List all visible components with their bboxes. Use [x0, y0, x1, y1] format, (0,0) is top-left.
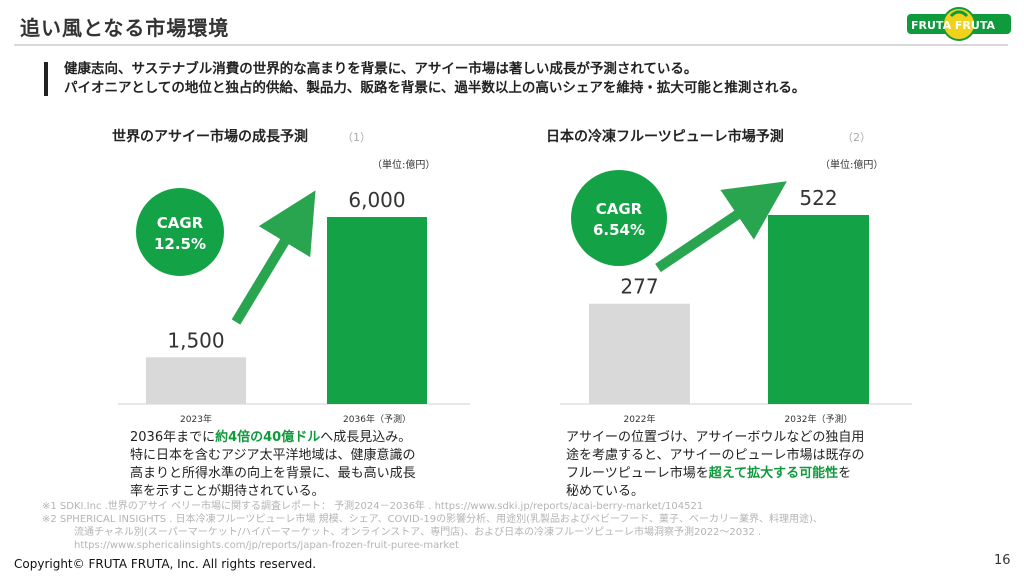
bar-value-label: 522	[799, 186, 837, 210]
footnote-2-cont: 流通チャネル別(スーパーマーケット/ハイパーマーケット、オンラインストア、専門店…	[74, 527, 762, 538]
chart-japan-puree: 277 2022年 522 2032年（予測） CAGR 6.54%	[560, 170, 912, 425]
right-desc-line2: 途を考慮すると、アサイーのピューレ市場は既存の	[566, 448, 865, 463]
left-desc-line4: 率を示すことが期待されている。	[130, 484, 325, 499]
bar-2	[327, 217, 427, 404]
left-desc-line2: 特に日本を含むアジア太平洋地域は、健康意識の	[130, 448, 416, 463]
x-tick-label: 2022年	[624, 413, 656, 425]
footnote-1: ※1 SDKI.Inc .世界のアサイ ベリー市場に関する調査レポート： 予測2…	[42, 501, 704, 512]
x-tick-label: 2032年（予測）	[785, 413, 853, 425]
lead-accent-bar	[44, 62, 48, 96]
lead-text: 健康志向、サステナブル消費の世界的な高まりを背景に、アサイー市場は著しい成長が予…	[64, 60, 805, 98]
copyright: Copyright© FRUTA FRUTA, Inc. All rights …	[14, 557, 317, 571]
right-desc-line4: 秘めている。	[566, 484, 645, 499]
chart-title-japan: 日本の冷凍フルーツピューレ市場予測	[546, 129, 784, 145]
chart-world-acai: 1,500 2023年 6,000 2036年（予測） CAGR 12.5%	[118, 188, 470, 425]
left-desc-pre: 2036年までに	[130, 430, 216, 445]
logo-text: FRUTA FRUTA	[911, 19, 995, 32]
cagr-label: CAGR	[157, 214, 204, 232]
lead-line-1: 健康志向、サステナブル消費の世界的な高まりを背景に、アサイー市場は著しい成長が予…	[64, 61, 698, 77]
right-desc-line1: アサイーの位置づけ、アサイーボウルなどの独自用	[566, 430, 865, 445]
left-desc-post: へ成長見込み。	[320, 430, 412, 445]
bar-2	[768, 215, 869, 404]
bar-value-label: 277	[620, 275, 658, 299]
left-description: 2036年までに約4倍の40億ドルへ成長見込み。 特に日本を含むアジア太平洋地域…	[130, 429, 416, 501]
page-title: 追い風となる市場環境	[20, 16, 230, 40]
chart-note-world: （1）	[342, 131, 371, 144]
chart-title-world: 世界のアサイー市場の成長予測	[112, 129, 308, 145]
bar-1	[146, 357, 246, 404]
cagr-circle	[136, 188, 224, 276]
cagr-circle	[571, 170, 667, 266]
left-desc-line3: 高まりと所得水準の向上を背景に、最も高い成長	[130, 466, 416, 481]
growth-arrow	[231, 190, 316, 325]
unit-label-world: （単位:億円）	[372, 160, 436, 171]
footnote-2: ※2 SPHERICAL INSIGHTS . 日本冷凍フルーツピューレ市場 規…	[42, 514, 823, 525]
x-tick-label: 2036年（予測）	[343, 413, 411, 425]
page-number: 16	[994, 553, 1011, 568]
right-description: アサイーの位置づけ、アサイーボウルなどの独自用 途を考慮すると、アサイーのピュー…	[566, 429, 864, 501]
right-desc-highlight: 超えて拡大する可能性	[708, 466, 839, 481]
title-divider	[14, 44, 1008, 46]
right-desc-pre: フルーツピューレ市場を	[566, 466, 709, 481]
right-desc-post: を	[838, 466, 852, 481]
cagr-value: 6.54%	[593, 221, 645, 239]
left-desc-highlight: 約4倍の40億ドル	[215, 430, 321, 445]
lead-line-2: パイオニアとしての地位と独占的供給、製品力、販路を背景に、過半数以上の高いシェア…	[64, 80, 806, 96]
footnote-2-url: https://www.sphericalinsights.com/jp/rep…	[74, 540, 459, 551]
footnotes: ※1 SDKI.Inc .世界のアサイ ベリー市場に関する調査レポート： 予測2…	[42, 500, 972, 552]
cagr-value: 12.5%	[154, 235, 206, 253]
chart-note-japan: （2）	[842, 131, 871, 144]
bar-1	[589, 303, 690, 404]
bar-value-label: 1,500	[167, 328, 224, 352]
brand-logo: FRUTA FRUTA	[907, 7, 1011, 41]
unit-label-japan: （単位:億円）	[820, 160, 884, 171]
growth-arrow	[655, 181, 787, 273]
cagr-label: CAGR	[596, 200, 643, 218]
x-tick-label: 2023年	[180, 413, 212, 425]
bar-value-label: 6,000	[348, 188, 405, 212]
